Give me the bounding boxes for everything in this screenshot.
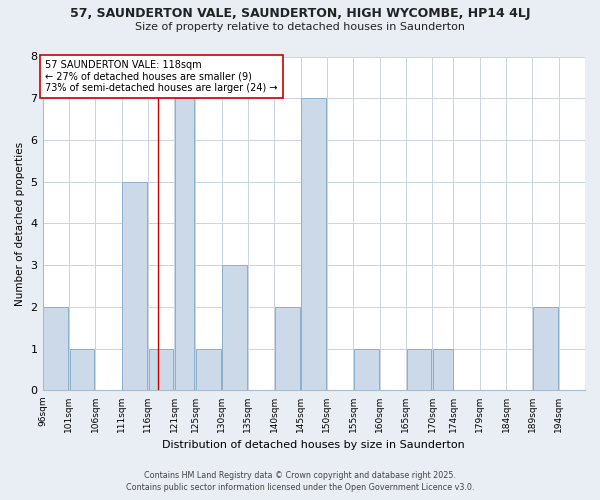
Bar <box>407 348 431 391</box>
Bar <box>301 98 326 390</box>
Bar <box>149 348 173 391</box>
Text: 57, SAUNDERTON VALE, SAUNDERTON, HIGH WYCOMBE, HP14 4LJ: 57, SAUNDERTON VALE, SAUNDERTON, HIGH WY… <box>70 8 530 20</box>
Bar <box>196 348 221 391</box>
Bar <box>70 348 94 391</box>
Text: Contains HM Land Registry data © Crown copyright and database right 2025.
Contai: Contains HM Land Registry data © Crown c… <box>126 471 474 492</box>
Bar <box>122 182 147 390</box>
Y-axis label: Number of detached properties: Number of detached properties <box>15 142 25 306</box>
Bar <box>433 348 452 391</box>
Bar <box>354 348 379 391</box>
Bar <box>223 265 247 390</box>
Bar <box>43 307 68 390</box>
Bar <box>275 307 300 390</box>
X-axis label: Distribution of detached houses by size in Saunderton: Distribution of detached houses by size … <box>163 440 465 450</box>
Text: Size of property relative to detached houses in Saunderton: Size of property relative to detached ho… <box>135 22 465 32</box>
Text: 57 SAUNDERTON VALE: 118sqm
← 27% of detached houses are smaller (9)
73% of semi-: 57 SAUNDERTON VALE: 118sqm ← 27% of deta… <box>45 60 278 93</box>
Bar <box>533 307 558 390</box>
Bar <box>175 98 194 390</box>
